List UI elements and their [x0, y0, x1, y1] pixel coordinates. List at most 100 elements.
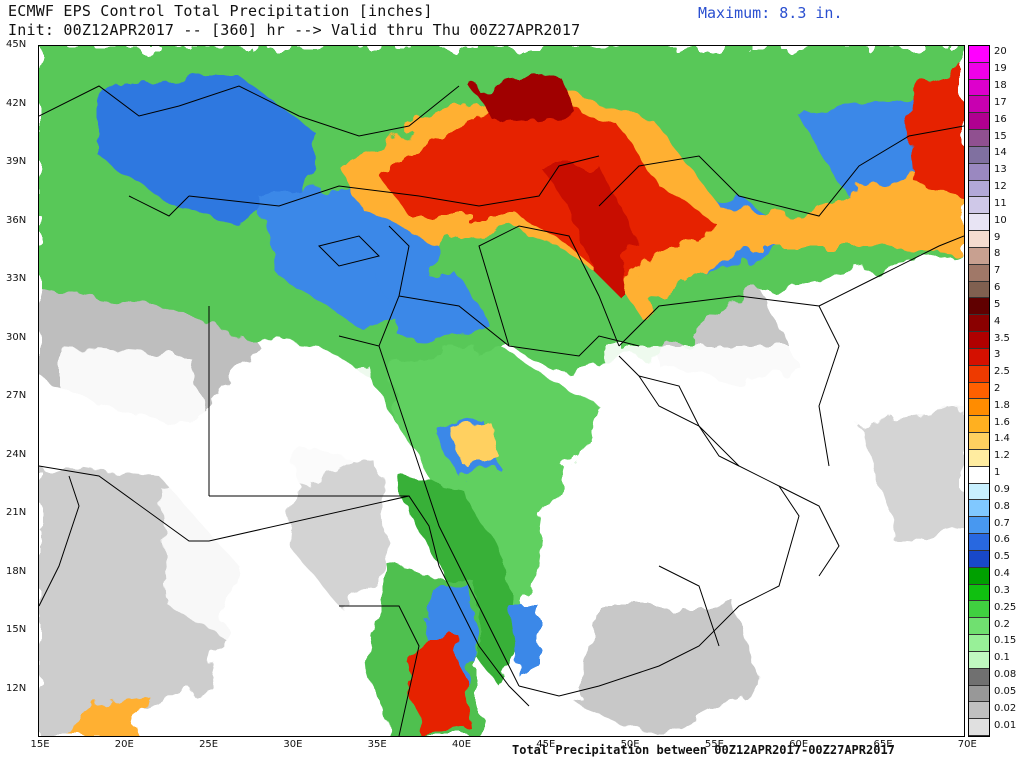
legend-swatch: [969, 668, 989, 686]
lon-label: 30E: [283, 739, 303, 750]
legend-level-label: 0.02: [994, 702, 1017, 714]
legend-swatch: [969, 685, 989, 703]
legend-swatch: [969, 247, 989, 265]
legend-level-label: 2.5: [994, 366, 1010, 378]
legend-swatch: [969, 466, 989, 484]
legend-level-label: 0.4: [994, 568, 1010, 580]
legend-swatch: [969, 584, 989, 602]
legend-swatch: [969, 399, 989, 417]
lon-label: 50E: [620, 739, 640, 750]
legend-swatch: [969, 651, 989, 669]
legend-level-label: 1.2: [994, 450, 1010, 462]
legend-level-label: 15: [994, 130, 1007, 142]
legend-level-label: 3: [994, 349, 1001, 361]
lon-label: 70E: [957, 739, 977, 750]
lon-label: 20E: [114, 739, 134, 750]
legend-level-label: 16: [994, 113, 1007, 125]
legend-level-label: 0.25: [994, 601, 1017, 613]
legend-level-label: 0.01: [994, 719, 1017, 731]
lon-label: 45E: [536, 739, 556, 750]
lat-label: 33N: [6, 273, 27, 284]
legend-swatch: [969, 113, 989, 131]
legend-swatch: [969, 180, 989, 198]
lat-label: 15N: [6, 624, 27, 635]
lat-label: 24N: [6, 448, 27, 460]
legend-swatch: [969, 500, 989, 518]
legend-swatch: [969, 601, 989, 619]
lat-label: 42N: [6, 97, 27, 109]
coastlines-borders: [39, 85, 964, 736]
legend-swatch: [969, 416, 989, 434]
legend-swatch: [969, 264, 989, 282]
legend-level-label: 13: [994, 164, 1007, 176]
legend-swatch: [969, 146, 989, 164]
lat-label: 18N: [6, 565, 27, 577]
lat-label: 21N: [6, 507, 27, 518]
legend-swatch: [969, 281, 989, 299]
legend-level-label: 12: [994, 181, 1007, 193]
legend-swatch: [969, 231, 989, 248]
legend-swatch: [969, 197, 989, 215]
legend-level-label: 7: [994, 265, 1001, 277]
legend-swatch: [969, 449, 989, 467]
legend-level-label: 0.05: [994, 685, 1017, 697]
legend-swatch: [969, 130, 989, 147]
legend-swatch: [969, 214, 989, 232]
legend-swatch: [969, 96, 989, 114]
legend-swatch: [969, 79, 989, 97]
lat-label: 36N: [6, 214, 27, 226]
legend-swatch: [969, 618, 989, 636]
map-canvas: [39, 46, 964, 736]
lon-label: 35E: [367, 739, 387, 750]
legend-level-label: 10: [994, 214, 1007, 226]
lat-label: 27N: [6, 390, 27, 401]
lat-label: 30N: [6, 331, 27, 343]
legend-swatch: [969, 62, 989, 80]
legend-level-label: 0.5: [994, 551, 1010, 563]
legend-level-label: 1.6: [994, 416, 1010, 428]
legend-swatch: [969, 298, 989, 316]
lon-label: 40E: [451, 739, 472, 750]
legend-level-label: 20: [994, 46, 1007, 58]
legend-level-label: 1.8: [994, 399, 1010, 411]
legend-swatch: [969, 348, 989, 366]
legend-swatch: [969, 46, 989, 63]
legend-level-label: 8: [994, 248, 1001, 260]
color-legend: [968, 45, 990, 737]
legend-level-label: 17: [994, 96, 1007, 108]
legend-level-label: 9: [994, 231, 1001, 243]
legend-level-label: 0.3: [994, 584, 1010, 596]
legend-level-label: 18: [994, 80, 1007, 92]
legend-swatch: [969, 382, 989, 400]
precipitation-map: [38, 45, 965, 737]
legend-level-label: 0.15: [994, 635, 1017, 647]
lon-label: 55E: [704, 739, 724, 750]
legend-swatch: [969, 163, 989, 181]
legend-swatch: [969, 365, 989, 383]
legend-swatch: [969, 517, 989, 535]
legend-level-label: 1.4: [994, 433, 1010, 445]
legend-level-label: 0.9: [994, 483, 1010, 495]
legend-swatch: [969, 534, 989, 551]
legend-level-label: 0.08: [994, 669, 1017, 681]
map-title: ECMWF EPS Control Total Precipitation [i…: [8, 2, 433, 20]
legend-level-label: 0.8: [994, 500, 1010, 512]
footer-caption: Total Precipitation between 00Z12APR2017…: [512, 743, 895, 757]
legend-level-label: 0.7: [994, 517, 1010, 529]
precip-fields: [39, 46, 964, 736]
legend-swatch: [969, 550, 989, 568]
legend-level-label: 0.1: [994, 652, 1010, 664]
legend-level-label: 0.2: [994, 618, 1010, 630]
lat-label: 45N: [6, 39, 27, 50]
legend-level-label: 2: [994, 383, 1001, 394]
legend-level-label: 14: [994, 147, 1007, 159]
legend-level-label: 0.6: [994, 534, 1010, 546]
lon-label: 65E: [873, 739, 893, 750]
legend-swatch: [969, 567, 989, 585]
lon-label: 25E: [199, 739, 219, 750]
legend-level-label: 11: [994, 197, 1007, 209]
legend-swatch: [969, 719, 989, 736]
legend-level-label: 3.5: [994, 332, 1010, 344]
legend-level-label: 6: [994, 282, 1001, 294]
legend-level-label: 5: [994, 298, 1001, 310]
